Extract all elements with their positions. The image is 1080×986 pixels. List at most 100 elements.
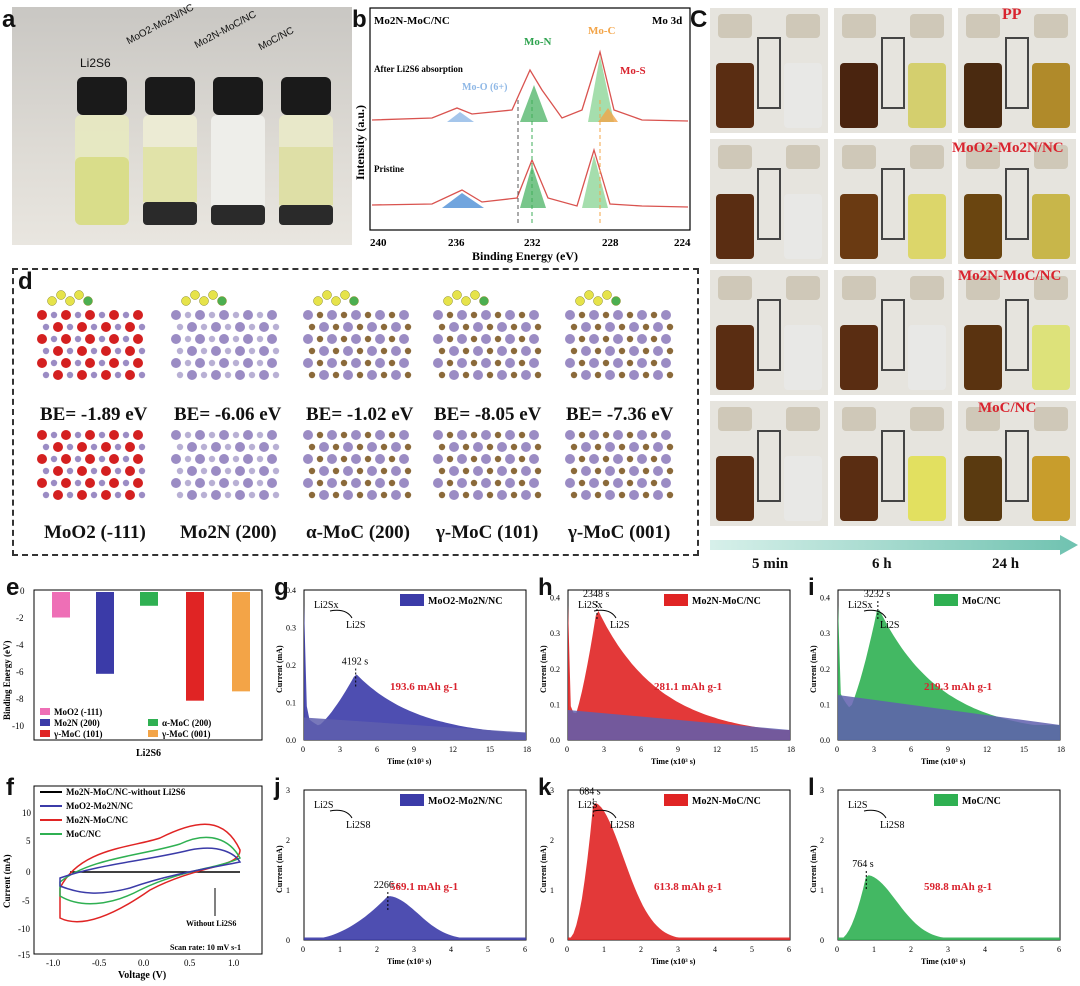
ct-xtick: 6 — [523, 945, 527, 954]
ct-xtick: 5 — [1020, 945, 1024, 954]
ct-baseline — [304, 717, 526, 740]
ct-xtick: 15 — [750, 745, 758, 754]
panel-c-label: C — [690, 6, 708, 33]
panel-k-chart: 684 s Mo2N-MoC/NC Li2S Li2S8 613.8 mAh g-1 0 1… — [539, 786, 791, 966]
ct-xtick: 3 — [602, 745, 606, 754]
be-bar-chart: 0 -2 -4 -6 -8 -10 Li2S6 Binding Energy (… — [2, 586, 263, 759]
be-1: BE= -6.06 eV — [174, 404, 282, 425]
vials-illustration — [75, 77, 333, 225]
c-photo-r1-c2 — [958, 139, 1076, 264]
ct-capacity: 281.1 mAh g-1 — [654, 681, 722, 693]
ct-capacity: 613.8 mAh g-1 — [654, 881, 722, 893]
ct-legend-swatch — [934, 594, 958, 606]
xps-xtick-4: 224 — [674, 237, 691, 249]
ct-xtick: 9 — [946, 745, 950, 754]
e-leg-sw-4 — [148, 730, 158, 737]
ct-ytick: 0.3 — [286, 624, 296, 633]
ct-ytick: 3 — [286, 786, 290, 795]
e-bar-2 — [140, 592, 158, 606]
ct-legend: MoC/NC — [962, 596, 1001, 607]
be-3: BE= -8.05 eV — [434, 404, 542, 425]
f-xtick-1: -0.5 — [92, 958, 107, 968]
panel-i-chart: 3232 s MoC/NC Li2Sx Li2S 219.3 mAh g-1 0 3 6 9 12… — [809, 589, 1065, 766]
xps-peak-mos — [598, 108, 618, 122]
ct-legend-swatch — [934, 794, 958, 806]
ct-xtick: 0 — [301, 945, 305, 954]
ct-xtick: 12 — [449, 745, 457, 754]
e-leg-1: Mo2N (200) — [54, 718, 100, 728]
ct-xtick: 3 — [338, 745, 342, 754]
vial-moo2 — [143, 77, 197, 225]
f-xtick-0: -1.0 — [46, 958, 61, 968]
ct-ylabel: Current (mA) — [809, 845, 818, 893]
f-ytick-5: -15 — [18, 950, 30, 960]
panel-d-label: d — [18, 268, 33, 295]
struct-3-clean — [433, 430, 542, 500]
panel-h-label: h — [538, 574, 553, 601]
time-arrow — [710, 535, 1078, 555]
e-bar-4 — [232, 592, 250, 692]
f-leg-1: MoO2-Mo2N/NC — [66, 801, 133, 811]
struct-2-clean — [303, 430, 412, 500]
be-4: BE= -7.36 eV — [566, 404, 674, 425]
xps-curve-pristine — [371, 147, 689, 208]
ct-ytick: 1 — [550, 886, 554, 895]
xps-label-mon: Mo-N — [524, 36, 552, 48]
panel-j-chart: 2266 s MoO2-Mo2N/NC Li2S Li2S8 569.1 mAh g-1… — [275, 786, 527, 966]
ct-legend: Mo2N-MoC/NC — [692, 796, 761, 807]
ct-ytick: 3 — [820, 786, 824, 795]
e-ytick-5: -10 — [12, 721, 24, 731]
xps-state-top: After Li2S6 absorption — [374, 64, 463, 74]
ct-from: Li2S — [314, 800, 333, 811]
surf-2: α-MoC (200) — [306, 522, 410, 543]
panel-a-photo — [12, 7, 352, 245]
ct-capacity: 598.8 mAh g-1 — [924, 881, 992, 893]
ct-ylabel: Current (mA) — [539, 845, 548, 893]
ct-ytick: 2 — [286, 836, 290, 845]
struct-1-adsorbed — [171, 290, 280, 380]
struct-2-adsorbed — [303, 290, 412, 380]
ct-ytick: 0 — [286, 936, 290, 945]
ct-area — [304, 605, 526, 740]
ct-xtick: 6 — [639, 745, 643, 754]
f-ytick-2: 0 — [26, 867, 31, 877]
e-leg-sw-1 — [40, 719, 50, 726]
ct-to: Li2S8 — [346, 820, 370, 831]
vial-mo2n — [211, 77, 265, 225]
ct-area — [838, 875, 1060, 940]
c-photo-r0-c2 — [958, 8, 1076, 133]
f-xtick-2: 0.0 — [138, 958, 150, 968]
ct-legend-swatch — [664, 594, 688, 606]
f-xlabel: Voltage (V) — [118, 970, 166, 981]
ct-ytick: 0.0 — [820, 736, 830, 745]
c-photo-r3-c1 — [834, 401, 952, 526]
ct-xtick: 5 — [486, 945, 490, 954]
ct-area — [568, 803, 790, 940]
ct-to: Li2S8 — [880, 820, 904, 831]
ct-from: Li2Sx — [848, 600, 872, 611]
ct-arrow — [329, 609, 353, 619]
c-row-moo2: MoO2-Mo2N/NC — [952, 140, 1064, 156]
ct-ytick: 0.3 — [820, 629, 830, 638]
c-photo-r3-c0 — [710, 401, 828, 526]
ct-ytick: 0.1 — [286, 699, 296, 708]
ct-ytick: 0.4 — [286, 586, 296, 595]
ct-legend: MoO2-Mo2N/NC — [428, 796, 502, 807]
ct-ytick: 0.0 — [550, 736, 560, 745]
e-xlabel: Li2S6 — [136, 748, 161, 759]
xps-xlabel: Binding Energy (eV) — [472, 249, 578, 263]
ct-from: Li2Sx — [314, 600, 338, 611]
e-leg-4: γ-MoC (001) — [161, 729, 210, 739]
ct-ylabel: Current (mA) — [275, 645, 284, 693]
e-leg-sw-3 — [40, 730, 50, 737]
c-photo-r0-c1 — [834, 8, 952, 133]
ct-xtick: 0 — [565, 945, 569, 954]
panel-a-label: a — [2, 6, 16, 33]
time-24h: 24 h — [992, 556, 1020, 572]
struct-4-clean — [565, 430, 674, 500]
adsorption-photos — [710, 8, 1076, 526]
ct-xtick: 15 — [486, 745, 494, 754]
ct-xlabel: Time (x10³ s) — [921, 957, 966, 966]
c-photo-r1-c1 — [834, 139, 952, 264]
xps-xtick-3: 228 — [602, 237, 619, 249]
